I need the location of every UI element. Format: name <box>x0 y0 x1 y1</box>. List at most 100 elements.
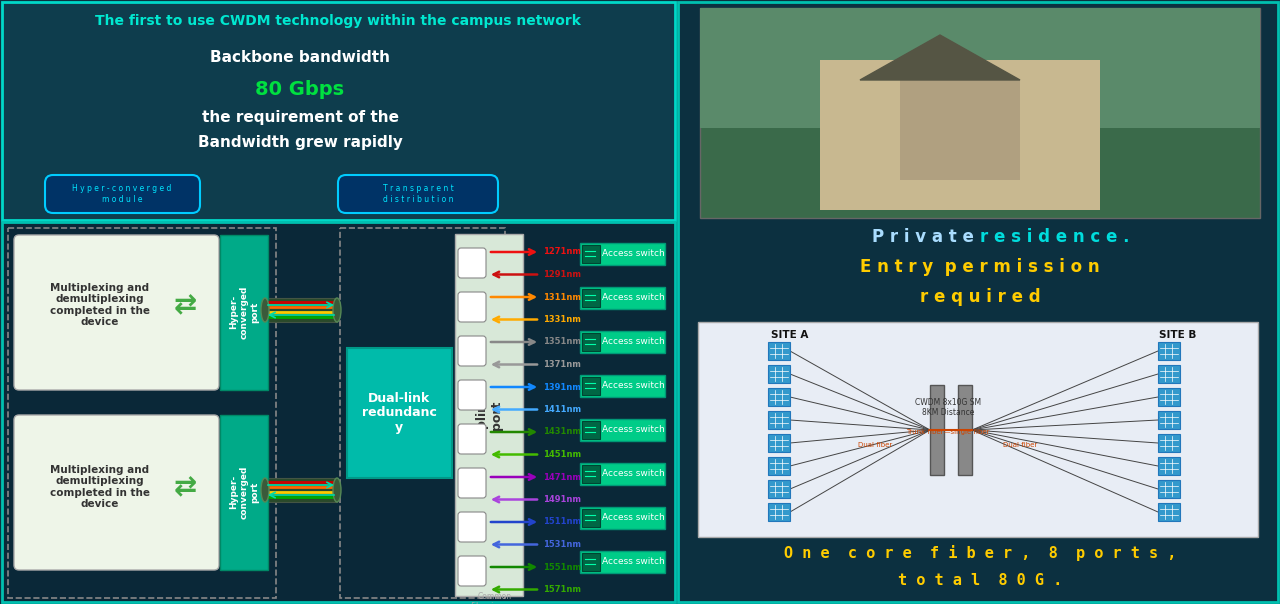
Bar <box>582 377 600 395</box>
Text: Trunk fiber—single fiber: Trunk fiber—single fiber <box>906 429 989 435</box>
Bar <box>347 348 452 478</box>
Text: P r i v a t e: P r i v a t e <box>873 228 980 246</box>
Bar <box>220 235 268 390</box>
Bar <box>820 60 1100 210</box>
Bar <box>454 234 524 596</box>
Text: 1451nm: 1451nm <box>543 450 581 459</box>
Text: 1551nm: 1551nm <box>543 562 581 571</box>
Text: Hyper-
converged
port: Hyper- converged port <box>229 465 259 519</box>
Bar <box>580 419 666 441</box>
Text: SITE B: SITE B <box>1160 330 1197 340</box>
Text: 80 Gbps: 80 Gbps <box>256 80 344 99</box>
Bar <box>768 342 790 360</box>
Text: Access switch: Access switch <box>602 249 664 259</box>
Bar <box>678 2 1277 602</box>
Bar <box>768 411 790 429</box>
Text: T r a n s p a r e n t
d i s t r i b u t i o n: T r a n s p a r e n t d i s t r i b u t … <box>383 184 453 204</box>
Text: Multiplexing and
demultiplexing
completed in the
device: Multiplexing and demultiplexing complete… <box>50 283 150 327</box>
Text: 1291nm: 1291nm <box>543 270 581 279</box>
Ellipse shape <box>333 298 340 322</box>
FancyBboxPatch shape <box>458 336 486 366</box>
Text: 1571nm: 1571nm <box>543 585 581 594</box>
Text: CWDM 8x10G SM
8KM Distance: CWDM 8x10G SM 8KM Distance <box>915 398 980 417</box>
Ellipse shape <box>333 478 340 502</box>
Bar <box>1158 457 1180 475</box>
Text: Common
fiber jumper: Common fiber jumper <box>471 592 518 604</box>
Bar <box>1158 503 1180 521</box>
Text: ⇄: ⇄ <box>173 291 197 319</box>
Ellipse shape <box>261 298 269 322</box>
Text: Access switch: Access switch <box>602 294 664 303</box>
Text: Multiplexing and
demultiplexing
completed in the
device: Multiplexing and demultiplexing complete… <box>50 464 150 509</box>
Bar <box>1158 342 1180 360</box>
Bar <box>582 509 600 527</box>
Text: Access switch: Access switch <box>602 382 664 391</box>
Bar <box>220 415 268 570</box>
Bar <box>700 8 1260 128</box>
Text: Access switch: Access switch <box>602 557 664 567</box>
Bar <box>957 385 972 475</box>
Bar <box>900 80 1020 180</box>
Bar <box>1158 388 1180 406</box>
Bar <box>265 298 337 322</box>
Text: 1311nm: 1311nm <box>543 292 581 301</box>
Text: t o t a l  8 0 G .: t o t a l 8 0 G . <box>897 573 1062 588</box>
Bar <box>3 222 675 602</box>
Bar <box>931 385 945 475</box>
Text: Dual-link
redundanc
y: Dual-link redundanc y <box>361 391 436 434</box>
Bar <box>8 228 276 598</box>
Bar <box>582 465 600 483</box>
Bar <box>580 243 666 265</box>
Text: Access switch: Access switch <box>602 513 664 522</box>
Bar <box>698 322 1258 537</box>
Text: Access switch: Access switch <box>602 469 664 478</box>
Text: 1391nm: 1391nm <box>543 382 581 391</box>
Text: 1431nm: 1431nm <box>543 428 581 437</box>
Bar <box>340 228 506 598</box>
Text: r e s i d e n c e .: r e s i d e n c e . <box>980 228 1129 246</box>
Text: 1371nm: 1371nm <box>543 360 581 369</box>
Text: Bandwidth grew rapidly: Bandwidth grew rapidly <box>197 135 402 150</box>
Bar <box>580 463 666 485</box>
FancyBboxPatch shape <box>338 175 498 213</box>
Bar <box>580 375 666 397</box>
Bar <box>582 333 600 351</box>
Text: 1531nm: 1531nm <box>543 540 581 549</box>
Bar <box>1158 365 1180 383</box>
FancyBboxPatch shape <box>458 468 486 498</box>
Text: O n e  c o r e  f i b e r ,  8  p o r t s ,: O n e c o r e f i b e r , 8 p o r t s , <box>783 545 1176 561</box>
Text: Access switch: Access switch <box>602 425 664 434</box>
Bar <box>580 331 666 353</box>
Bar <box>768 457 790 475</box>
FancyBboxPatch shape <box>458 512 486 542</box>
FancyBboxPatch shape <box>458 380 486 410</box>
Text: E n t r y  p e r m i s s i o n: E n t r y p e r m i s s i o n <box>860 258 1100 276</box>
Text: H y p e r - c o n v e r g e d
m o d u l e: H y p e r - c o n v e r g e d m o d u l … <box>72 184 172 204</box>
Bar <box>582 289 600 307</box>
FancyBboxPatch shape <box>458 424 486 454</box>
Bar <box>1158 480 1180 498</box>
Bar <box>768 503 790 521</box>
Bar <box>768 365 790 383</box>
Text: 1331nm: 1331nm <box>543 315 581 324</box>
Bar <box>580 551 666 573</box>
FancyBboxPatch shape <box>458 556 486 586</box>
FancyBboxPatch shape <box>45 175 200 213</box>
Text: Uplink
port: Uplink port <box>475 393 503 437</box>
Text: The first to use CWDM technology within the campus network: The first to use CWDM technology within … <box>95 14 581 28</box>
Ellipse shape <box>261 478 269 502</box>
Bar <box>580 507 666 529</box>
Text: 1511nm: 1511nm <box>543 518 581 527</box>
Text: Backbone bandwidth: Backbone bandwidth <box>210 50 390 65</box>
Text: 1491nm: 1491nm <box>543 495 581 504</box>
Bar <box>768 388 790 406</box>
Bar <box>1158 434 1180 452</box>
Text: Access switch: Access switch <box>602 338 664 347</box>
Text: the requirement of the: the requirement of the <box>201 110 398 125</box>
FancyBboxPatch shape <box>14 415 219 570</box>
Text: ⇄: ⇄ <box>173 473 197 501</box>
FancyBboxPatch shape <box>458 292 486 322</box>
Text: Dual fiber: Dual fiber <box>1002 442 1037 448</box>
Bar <box>700 8 1260 218</box>
Bar <box>3 2 675 220</box>
